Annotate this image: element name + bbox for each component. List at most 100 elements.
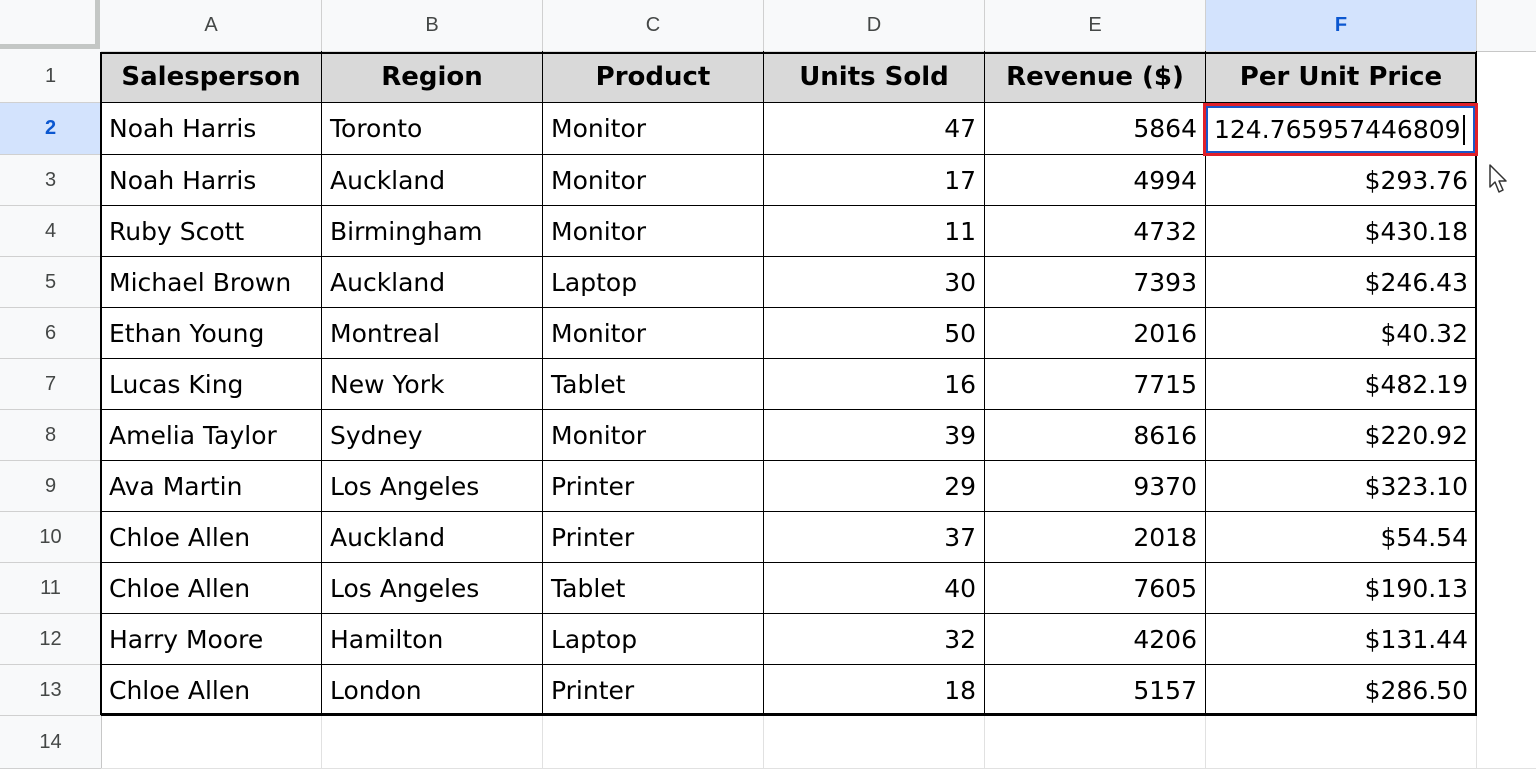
table-header-cell[interactable]: Per Unit Price — [1206, 51, 1477, 103]
table-cell[interactable]: London — [322, 665, 543, 716]
table-cell[interactable]: 50 — [764, 308, 985, 359]
table-cell[interactable]: 5157 — [985, 665, 1206, 716]
table-cell[interactable]: Auckland — [322, 155, 543, 206]
row-header-2[interactable]: 2 — [0, 103, 101, 155]
table-cell[interactable]: Printer — [543, 461, 764, 512]
table-cell[interactable]: 30 — [764, 257, 985, 308]
table-cell[interactable]: Hamilton — [322, 614, 543, 665]
table-cell[interactable]: Chloe Allen — [101, 512, 322, 563]
table-cell[interactable]: Sydney — [322, 410, 543, 461]
table-cell[interactable]: Monitor — [543, 103, 764, 155]
table-cell[interactable]: Los Angeles — [322, 461, 543, 512]
active-cell-editor[interactable]: 124.765957446809 — [1206, 106, 1475, 153]
table-cell[interactable]: Harry Moore — [101, 614, 322, 665]
table-cell[interactable]: Ava Martin — [101, 461, 322, 512]
table-cell[interactable]: 4732 — [985, 206, 1206, 257]
table-cell[interactable]: 37 — [764, 512, 985, 563]
row-header-5[interactable]: 5 — [0, 257, 101, 308]
table-cell[interactable]: $54.54 — [1206, 512, 1477, 563]
table-cell[interactable]: $40.32 — [1206, 308, 1477, 359]
table-header-cell[interactable]: Region — [322, 51, 543, 103]
column-header-a[interactable]: A — [101, 0, 322, 51]
row-header-12[interactable]: 12 — [0, 614, 101, 665]
table-cell[interactable]: 16 — [764, 359, 985, 410]
table-cell[interactable]: Monitor — [543, 410, 764, 461]
table-cell[interactable]: Los Angeles — [322, 563, 543, 614]
select-all-corner[interactable] — [0, 0, 100, 49]
table-cell[interactable]: Toronto — [322, 103, 543, 155]
table-cell[interactable]: 9370 — [985, 461, 1206, 512]
table-cell[interactable]: Laptop — [543, 257, 764, 308]
table-cell[interactable]: 5864 — [985, 103, 1206, 155]
row-header-13[interactable]: 13 — [0, 665, 101, 716]
table-cell[interactable]: Auckland — [322, 257, 543, 308]
row-header-14[interactable]: 14 — [0, 716, 101, 769]
table-header-cell[interactable]: Revenue ($) — [985, 51, 1206, 103]
table-cell[interactable]: Monitor — [543, 206, 764, 257]
row-header-7[interactable]: 7 — [0, 359, 101, 410]
table-cell[interactable]: Michael Brown — [101, 257, 322, 308]
table-cell[interactable]: 40 — [764, 563, 985, 614]
table-cell[interactable]: 4206 — [985, 614, 1206, 665]
table-cell[interactable]: $482.19 — [1206, 359, 1477, 410]
column-header-b[interactable]: B — [322, 0, 543, 51]
table-cell[interactable]: 7393 — [985, 257, 1206, 308]
table-cell[interactable]: 7605 — [985, 563, 1206, 614]
row-header-6[interactable]: 6 — [0, 308, 101, 359]
table-cell[interactable]: 39 — [764, 410, 985, 461]
table-cell[interactable]: 7715 — [985, 359, 1206, 410]
row-header-4[interactable]: 4 — [0, 206, 101, 257]
column-header-d[interactable]: D — [764, 0, 985, 51]
table-cell[interactable]: $246.43 — [1206, 257, 1477, 308]
table-cell[interactable]: Montreal — [322, 308, 543, 359]
table-cell[interactable]: 29 — [764, 461, 985, 512]
row-header-9[interactable]: 9 — [0, 461, 101, 512]
table-cell[interactable]: Printer — [543, 512, 764, 563]
row-header-8[interactable]: 8 — [0, 410, 101, 461]
table-cell[interactable]: 2016 — [985, 308, 1206, 359]
table-cell[interactable]: Ethan Young — [101, 308, 322, 359]
table-cell[interactable]: 18 — [764, 665, 985, 716]
table-cell[interactable]: Ruby Scott — [101, 206, 322, 257]
table-cell[interactable]: 4994 — [985, 155, 1206, 206]
table-cell[interactable]: Amelia Taylor — [101, 410, 322, 461]
table-cell[interactable]: Tablet — [543, 563, 764, 614]
row-header-11[interactable]: 11 — [0, 563, 101, 614]
table-cell[interactable]: Chloe Allen — [101, 563, 322, 614]
table-cell[interactable]: Chloe Allen — [101, 665, 322, 716]
table-cell[interactable]: $293.76 — [1206, 155, 1477, 206]
table-cell[interactable]: Noah Harris — [101, 155, 322, 206]
table-header-cell[interactable]: Units Sold — [764, 51, 985, 103]
column-header-e[interactable]: E — [985, 0, 1206, 51]
table-cell[interactable]: Auckland — [322, 512, 543, 563]
row-header-1[interactable]: 1 — [0, 51, 101, 103]
table-cell[interactable]: 11 — [764, 206, 985, 257]
table-cell[interactable]: $131.44 — [1206, 614, 1477, 665]
table-cell[interactable]: $430.18 — [1206, 206, 1477, 257]
table-cell[interactable]: Lucas King — [101, 359, 322, 410]
table-cell[interactable]: Tablet — [543, 359, 764, 410]
table-cell[interactable]: 32 — [764, 614, 985, 665]
table-cell[interactable]: Laptop — [543, 614, 764, 665]
table-header-cell[interactable]: Product — [543, 51, 764, 103]
table-cell[interactable]: $220.92 — [1206, 410, 1477, 461]
table-header-cell[interactable]: Salesperson — [101, 51, 322, 103]
column-header-c[interactable]: C — [543, 0, 764, 51]
table-cell[interactable]: 47 — [764, 103, 985, 155]
table-cell[interactable]: Birmingham — [322, 206, 543, 257]
table-cell[interactable]: $323.10 — [1206, 461, 1477, 512]
table-cell[interactable]: Monitor — [543, 308, 764, 359]
column-header-f[interactable]: F — [1206, 0, 1477, 51]
table-cell[interactable]: Printer — [543, 665, 764, 716]
table-cell[interactable]: $286.50 — [1206, 665, 1477, 716]
table-cell[interactable]: 17 — [764, 155, 985, 206]
table-cell[interactable]: Monitor — [543, 155, 764, 206]
table-cell[interactable]: 2018 — [985, 512, 1206, 563]
table-cell[interactable]: Noah Harris — [101, 103, 322, 155]
table-cell[interactable]: New York — [322, 359, 543, 410]
table-cell[interactable]: $190.13 — [1206, 563, 1477, 614]
row-header-3[interactable]: 3 — [0, 155, 101, 206]
row-header-10[interactable]: 10 — [0, 512, 101, 563]
table-cell[interactable]: 8616 — [985, 410, 1206, 461]
